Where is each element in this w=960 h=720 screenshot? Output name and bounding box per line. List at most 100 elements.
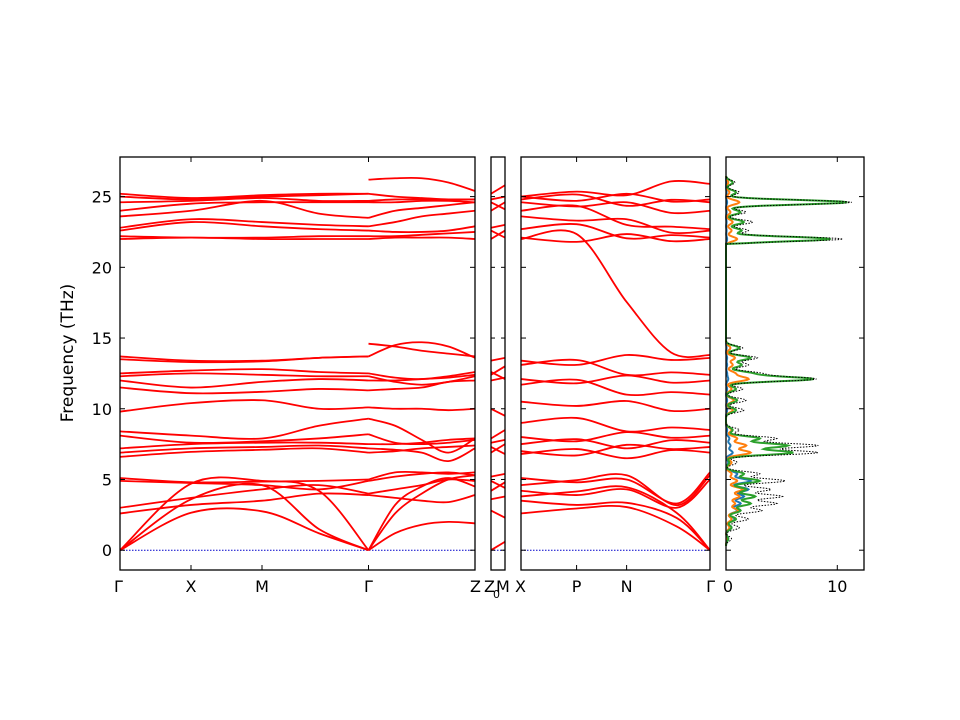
band-branch-14	[490, 371, 506, 380]
band-branch-gz-19	[368, 342, 476, 358]
band-branch-25	[119, 201, 369, 212]
q-point-label: M	[255, 577, 269, 596]
band-branch-1	[490, 540, 506, 551]
band-panel-frame	[119, 156, 476, 571]
band-branch-1	[520, 504, 711, 551]
y-tick-label: 25	[92, 188, 112, 207]
q-point-label: P	[572, 577, 582, 596]
band-branch-9	[490, 438, 506, 444]
band-branch-5	[490, 480, 506, 489]
band-branch-16	[520, 354, 711, 366]
band-branch-17	[119, 368, 369, 375]
band-branch-22	[490, 184, 506, 195]
y-tick-label: 10	[92, 400, 112, 419]
band-branch-1	[119, 507, 369, 552]
band-branch-19	[119, 355, 369, 363]
dos-projection-2	[725, 176, 753, 546]
band-branch-11	[490, 407, 506, 417]
band-branch-4	[520, 478, 711, 509]
band-branch-5	[119, 484, 369, 509]
band-branch-4	[119, 492, 369, 515]
y-tick-label: 0	[102, 541, 112, 560]
band-branch-24	[520, 192, 711, 203]
band-branch-gz-21	[368, 231, 476, 238]
band-panel-z-z-m: Z0M	[484, 156, 510, 601]
y-tick-label: 20	[92, 258, 112, 277]
band-branch-23	[520, 193, 711, 207]
dos-panel-frame	[725, 156, 865, 571]
band-branch-gz-17	[368, 371, 476, 381]
band-branch-11	[119, 433, 369, 444]
band-branch-gz-18	[368, 341, 476, 359]
band-branch-20	[490, 201, 506, 211]
band-branch-27	[119, 192, 369, 201]
band-branch-gz-1	[367, 474, 476, 551]
band-branch-20	[520, 215, 711, 235]
band-panel-frame	[520, 156, 711, 571]
band-branch-gz-28	[368, 176, 476, 192]
q-point-subscript: 0	[493, 588, 500, 601]
band-branch-gz-5	[368, 478, 476, 495]
band-branch-gz-24	[368, 201, 476, 219]
band-branch-12	[119, 417, 369, 440]
band-branch-12	[520, 400, 711, 413]
dos-x-tick-label: 10	[827, 577, 847, 596]
dos-x-tick-label: 0	[723, 577, 733, 596]
band-branch-4	[490, 481, 506, 492]
band-branch-10	[119, 441, 369, 450]
band-branch-8	[520, 443, 711, 457]
band-branch-gz-25	[368, 199, 476, 204]
band-branch-3	[490, 495, 506, 501]
band-branch-23	[119, 218, 369, 229]
band-branch-13	[119, 399, 369, 413]
band-branch-18	[490, 224, 506, 229]
band-branch-gz-23	[368, 209, 476, 228]
band-branch-6	[490, 472, 506, 478]
band-branch-24	[119, 199, 369, 219]
band-branch-7	[520, 448, 711, 460]
band-branch-gz-9	[368, 447, 476, 462]
band-branch-11	[520, 416, 711, 433]
band-branch-13	[520, 378, 711, 397]
band-branch-15	[520, 358, 711, 377]
dos-projection-3	[725, 175, 848, 546]
band-branch-6	[119, 479, 369, 491]
dos-total	[725, 175, 852, 547]
band-branch-7	[119, 477, 369, 484]
q-point-label: N	[621, 577, 633, 596]
q-point-label: Γ	[114, 577, 123, 596]
dos-panel: 0 10	[723, 156, 865, 596]
band-branch-6	[520, 471, 711, 505]
band-branch-2	[490, 509, 506, 519]
band-branch-28	[119, 192, 369, 199]
band-branch-9	[520, 438, 711, 450]
band-branch-gz-2	[368, 520, 476, 551]
band-branch-19	[520, 223, 711, 240]
band-branch-22	[520, 201, 711, 215]
band-branch-14	[119, 386, 369, 395]
y-tick-label: 5	[102, 470, 112, 489]
band-branch-gz-10	[368, 437, 476, 446]
band-branch-gz-7	[368, 470, 476, 481]
q-point-label: Γ	[364, 577, 373, 596]
q-point-label: X	[186, 577, 197, 596]
band-branch-25	[520, 180, 711, 198]
y-axis-label: Frequency (THz)	[58, 284, 78, 423]
band-branch-9	[119, 444, 369, 454]
y-tick-label: 15	[92, 329, 112, 348]
band-panel-frame	[490, 156, 506, 571]
band-branch-7	[490, 443, 506, 454]
band-branch-14	[520, 374, 711, 385]
band-branch-21	[119, 235, 369, 239]
band-branch-15	[119, 378, 369, 389]
band-branch-17	[490, 229, 506, 239]
band-branch-10	[490, 429, 506, 440]
band-branch-16	[119, 372, 369, 378]
band-branch-8	[490, 446, 506, 455]
band-branch-gz-16	[368, 375, 476, 386]
band-branch-gz-13	[368, 406, 476, 412]
q-point-label: Z	[484, 577, 495, 596]
